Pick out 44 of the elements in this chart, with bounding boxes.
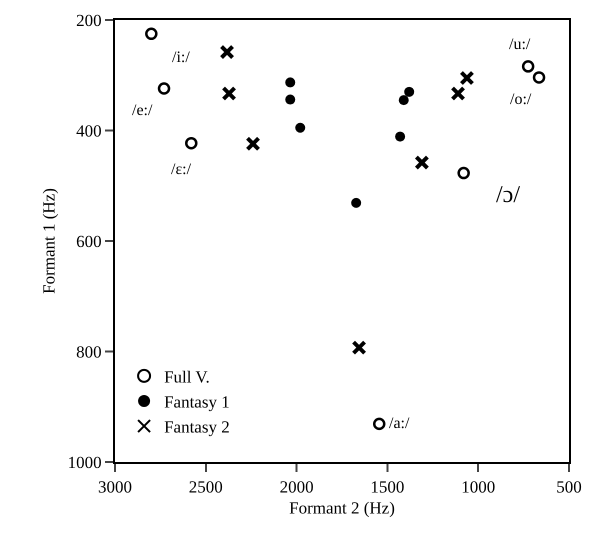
y-axis-title: Formant 1 (Hz)	[40, 188, 59, 294]
point	[145, 28, 158, 40]
point	[185, 136, 198, 150]
annotation: /ɛ:/	[171, 161, 192, 178]
point	[414, 155, 430, 170]
y-tick-label: 600	[76, 232, 102, 251]
point	[285, 77, 296, 88]
point	[398, 95, 409, 106]
point	[285, 94, 296, 105]
annotation: /a:/	[389, 415, 410, 432]
point	[532, 71, 546, 84]
point	[395, 132, 406, 142]
point	[352, 340, 367, 356]
point	[220, 44, 235, 60]
point	[222, 86, 237, 101]
y-tick-label: 800	[76, 342, 102, 362]
x-tick-label: 1500	[370, 477, 404, 496]
point	[372, 418, 386, 430]
y-tick-label: 400	[76, 121, 102, 140]
point	[404, 86, 414, 97]
point	[246, 136, 261, 152]
x-tick-label: 2000	[280, 477, 314, 496]
y-tick-label: 1000	[68, 452, 102, 472]
legend-label: Fantasy 2	[164, 418, 230, 437]
annotation: /i:/	[172, 49, 190, 66]
point	[522, 60, 534, 73]
point	[450, 86, 466, 101]
legend-label: Full V.	[164, 368, 210, 386]
x-tick-label: 3000	[98, 477, 132, 496]
point	[295, 122, 306, 133]
y-tick-label: 200	[76, 10, 102, 30]
point	[351, 198, 362, 208]
annotation: /u:/	[509, 36, 531, 53]
legend-label: Fantasy 1	[164, 392, 230, 412]
point	[158, 82, 170, 95]
x-axis-title: Formant 2 (Hz)	[289, 498, 395, 518]
point	[457, 166, 470, 180]
x-tick-label: 500	[556, 477, 582, 496]
x-tick-label: 2500	[188, 477, 223, 496]
point	[459, 70, 474, 86]
annotation: /ɔ/	[496, 182, 520, 208]
annotation: /o:/	[510, 91, 532, 108]
x-tick-label: 1000	[461, 477, 496, 496]
annotation: /e:/	[132, 102, 153, 119]
